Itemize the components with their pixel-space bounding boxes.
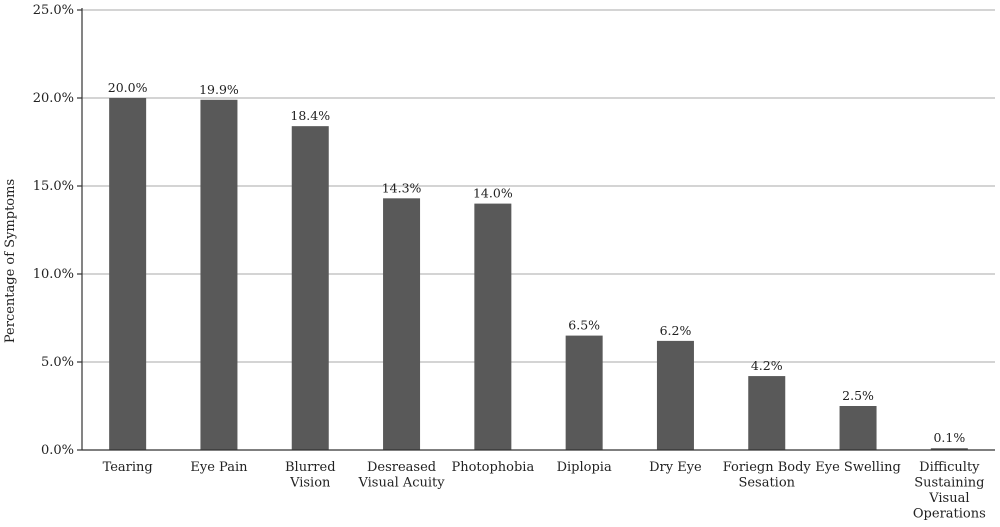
y-axis-ticks: 0.0% 5.0% 10.0% 15.0% 20.0% 25.0% [33, 3, 82, 458]
y-tick-label: 0.0% [41, 443, 74, 458]
data-labels: 20.0% 19.9% 18.4% 14.3% 14.0% 6.5% 6.2% 4.2% 2.5… [108, 80, 966, 445]
data-label: 20.0% [108, 80, 148, 95]
bar [839, 406, 877, 450]
bar [291, 126, 329, 450]
data-label: 2.5% [842, 388, 874, 403]
bars [109, 98, 968, 450]
category-label: Diplopia [557, 460, 612, 475]
data-label: 14.3% [382, 180, 422, 195]
axes [81, 8, 995, 451]
data-label: 6.5% [568, 318, 600, 333]
bar [656, 340, 694, 450]
y-tick-label: 5.0% [41, 355, 74, 370]
data-label: 0.1% [933, 430, 965, 445]
data-label: 19.9% [199, 82, 239, 97]
y-axis-label: Percentage of Symptoms [3, 179, 18, 343]
data-label: 18.4% [290, 108, 330, 123]
bar [748, 376, 786, 450]
category-label: Tearing [103, 460, 153, 475]
category-label: Photophobia [451, 460, 534, 475]
bar [109, 98, 147, 450]
bar [200, 99, 238, 450]
bar [565, 335, 603, 450]
bar [474, 203, 512, 450]
y-tick-label: 20.0% [33, 91, 74, 106]
y-tick-label: 25.0% [33, 3, 74, 18]
y-tick-label: 10.0% [33, 267, 74, 282]
category-label: Blurred Vision [285, 460, 336, 491]
category-label: Eye Swelling [815, 460, 901, 475]
bar [930, 448, 968, 450]
category-label: Difficulty Sustaining Visual Operations [913, 460, 986, 522]
data-label: 4.2% [751, 358, 783, 373]
data-label: 14.0% [473, 186, 513, 201]
category-labels: Tearing Eye Pain Blurred Vision Desreased Vis… [103, 460, 986, 522]
data-label: 6.2% [660, 323, 692, 338]
category-label: Eye Pain [190, 460, 248, 475]
bar [383, 198, 421, 450]
y-tick-label: 15.0% [33, 179, 74, 194]
category-label: Dry Eye [649, 460, 702, 475]
category-label: Foriegn Body Sesation [723, 460, 812, 491]
category-label: Desreased Visual Acuity [357, 460, 445, 491]
